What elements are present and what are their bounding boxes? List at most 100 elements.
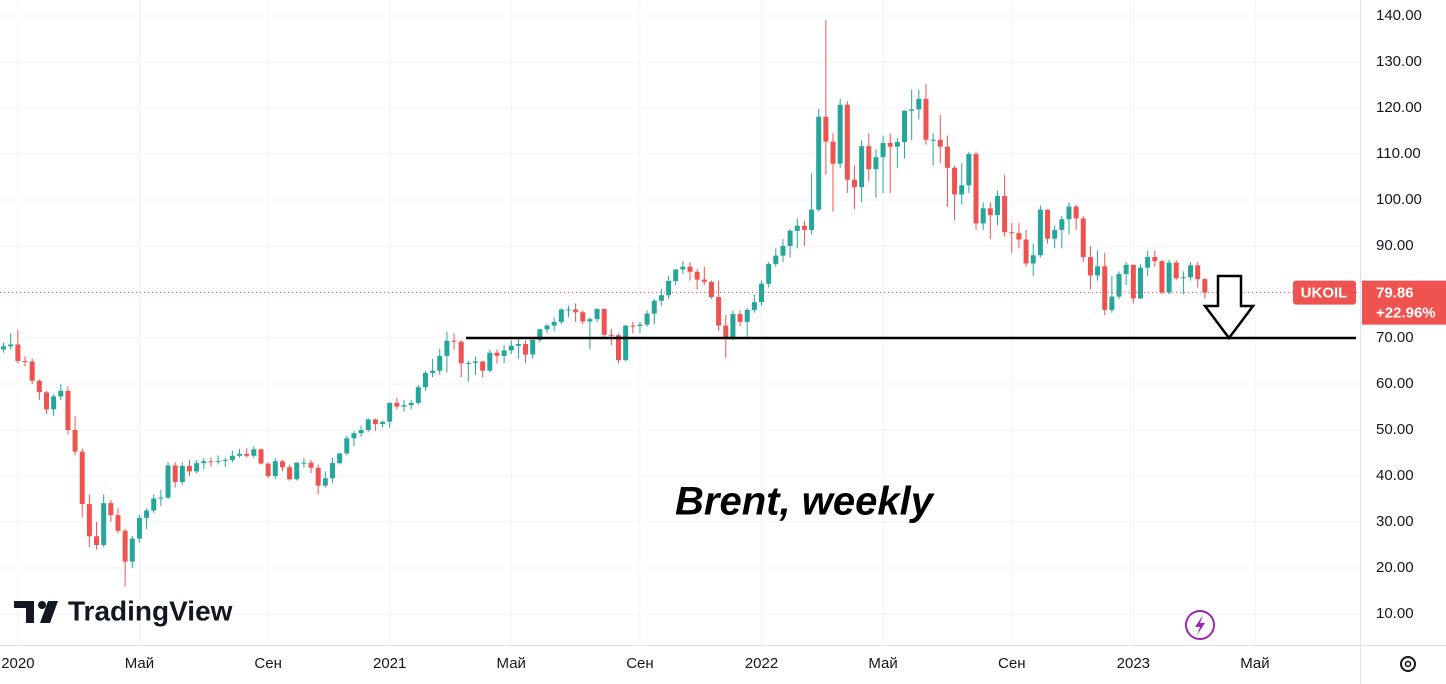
candle-body [1180,277,1186,279]
candle-body [1023,239,1029,264]
candle-body [880,142,886,158]
y-tick-label: 140.00 [1376,7,1422,24]
candle-body [830,141,836,164]
candle-body [616,335,622,361]
candle-body [36,380,42,393]
candle-body [15,344,21,362]
candle-body [215,460,221,462]
candle-body [451,340,457,342]
candle-body [308,462,314,468]
candle-body [944,146,950,168]
y-tick-label: 130.00 [1376,53,1422,70]
candle-body [916,98,922,110]
gear[interactable] [1400,656,1416,672]
candle-body [179,465,185,482]
down-arrow [1202,274,1256,341]
candle-body [1152,257,1158,262]
candle-body [1173,262,1179,279]
alert-circle[interactable] [1185,610,1215,640]
candle-body [186,465,192,472]
candle-body [208,461,214,463]
candle-body [365,419,371,430]
candle-body [966,154,972,186]
candle-body [658,295,664,301]
candle-body [1102,266,1108,310]
candle-body [759,283,765,303]
candle-body [608,334,614,336]
settings-icon[interactable] [1400,656,1416,672]
candle-body [630,325,636,327]
candle-body [666,280,672,296]
candle-body [294,462,300,480]
candle-body [437,355,443,371]
candle-body [794,225,800,231]
candle-body [1188,265,1194,278]
y-tick-label: 10.00 [1376,605,1414,622]
candle-body [1030,255,1036,264]
candle-body [229,455,235,460]
candle-body [887,142,893,147]
y-tick-label: 20.00 [1376,559,1414,576]
alert-icon[interactable] [1185,610,1215,640]
candle-body [987,208,993,216]
candle-body [1109,296,1115,310]
candle-body [344,438,350,454]
candle-body [58,390,64,397]
candle-body [580,312,586,322]
candle-body [1130,264,1136,299]
x-tick-label: Май [497,655,526,672]
candle-body [158,497,164,499]
y-tick-label: 100.00 [1376,191,1422,208]
last-price-label: 79.86 [1376,285,1414,302]
candle-body [694,271,700,280]
x-tick-label: 2023 [1117,655,1150,672]
candle-body [444,340,450,356]
candle-body [265,463,271,476]
candle-body [1066,206,1072,220]
candle-body [394,402,400,407]
x-tick-label: Май [1240,655,1269,672]
alert-bolt[interactable] [1195,615,1205,635]
candle-body [1159,261,1165,293]
y-tick-label: 110.00 [1376,145,1421,162]
logo-mark [14,601,34,623]
candle-body [923,98,929,140]
candle-body [680,266,686,270]
candle-body [816,116,822,210]
x-tick-label: 2020 [1,655,34,672]
candle-body [1059,219,1065,230]
candle-body [730,314,736,339]
candle-body [994,195,1000,216]
candle-body [422,372,428,388]
candle-body [222,459,228,461]
candle-body [551,321,557,326]
candle-body [1116,274,1122,297]
candle-body [244,453,250,456]
candle-body [115,515,121,531]
candle-body [458,341,464,364]
candle-body [494,352,500,356]
candle-body [251,449,257,456]
candle-body [430,370,436,373]
candle-body [1123,264,1129,275]
candle-body [172,465,178,482]
candle-body [51,396,57,410]
candle-body [644,313,650,325]
gear-hub[interactable] [1404,660,1412,668]
y-tick-label: 40.00 [1376,467,1414,484]
candle-body [601,309,607,335]
candle-body [894,142,900,147]
candle-body [65,390,71,430]
candle-body [530,339,536,355]
candle-body [1045,209,1051,239]
candle-body [29,361,35,381]
y-tick-label: 50.00 [1376,421,1414,438]
candle-body [716,297,722,326]
x-tick-label: Сен [254,655,281,672]
y-tick-label: 120.00 [1376,99,1422,116]
candle-body [651,300,657,314]
symbol-label: UKOIL [1301,285,1348,302]
logo: TradingView [14,595,233,626]
candle-body [487,352,493,371]
